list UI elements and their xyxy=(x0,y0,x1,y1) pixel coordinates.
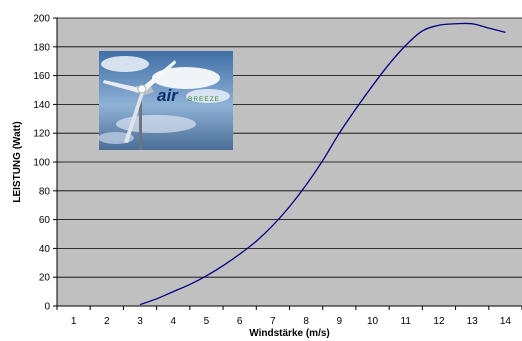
y-tick-labels: 0 20 40 60 80 100 120 140 160 180 200 xyxy=(33,14,50,313)
y-axis-tick-marks xyxy=(53,17,57,307)
y-tick-label-180: 180 xyxy=(33,42,50,53)
x-tick-label-12: 12 xyxy=(433,316,445,327)
x-tick-label-7: 7 xyxy=(270,316,276,327)
y-tick-label-0: 0 xyxy=(44,302,50,313)
y-tick-label-100: 100 xyxy=(33,158,50,169)
x-tick-label-5: 5 xyxy=(204,316,210,327)
x-tick-label-6: 6 xyxy=(237,316,243,327)
x-tick-label-8: 8 xyxy=(303,316,309,327)
x-axis-title: Windstärke (m/s) xyxy=(249,328,329,339)
y-tick-label-160: 160 xyxy=(33,71,50,82)
x-tick-label-13: 13 xyxy=(467,316,479,327)
x-tick-label-14: 14 xyxy=(500,316,512,327)
x-axis-tick-marks xyxy=(56,306,522,310)
y-tick-label-80: 80 xyxy=(39,186,51,197)
turbine-photo: air BREEZE xyxy=(98,51,233,150)
y-tick-label-60: 60 xyxy=(39,215,51,226)
y-tick-label-200: 200 xyxy=(33,14,50,25)
x-tick-labels: 1 2 3 4 5 6 7 8 9 10 11 12 13 14 xyxy=(71,316,512,327)
x-tick-label-11: 11 xyxy=(401,316,412,327)
y-tick-label-120: 120 xyxy=(33,129,50,140)
y-tick-label-40: 40 xyxy=(39,244,51,255)
x-tick-label-4: 4 xyxy=(170,316,176,327)
x-tick-label-1: 1 xyxy=(71,316,77,327)
logo-text-main: air xyxy=(157,86,179,105)
x-tick-label-9: 9 xyxy=(337,316,343,327)
y-tick-label-20: 20 xyxy=(39,273,51,284)
x-tick-label-2: 2 xyxy=(104,316,110,327)
x-tick-label-10: 10 xyxy=(367,316,379,327)
x-tick-label-3: 3 xyxy=(137,316,143,327)
y-axis-title: LEISTUNG (Watt) xyxy=(12,121,23,202)
logo-text-sub: BREEZE xyxy=(188,96,220,103)
y-tick-label-140: 140 xyxy=(33,100,50,111)
power-curve-line xyxy=(139,22,506,306)
